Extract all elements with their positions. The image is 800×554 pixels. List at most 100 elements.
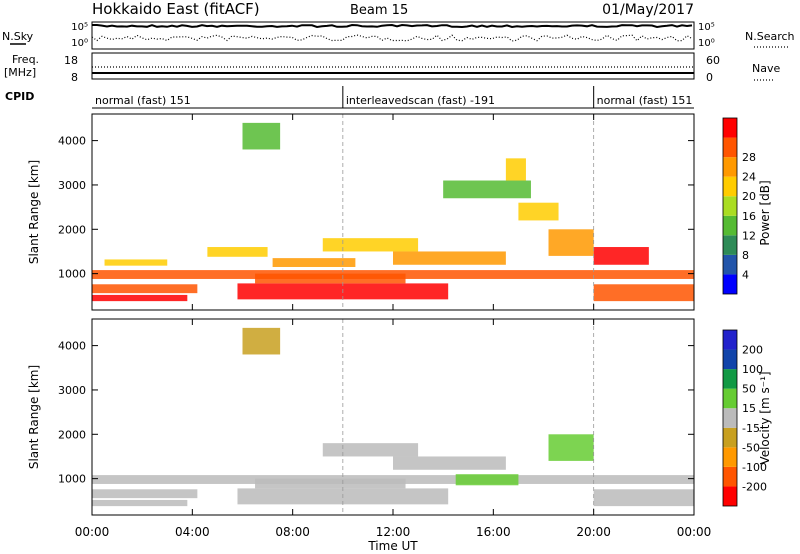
y-tick-label: 1000 xyxy=(58,268,86,281)
colorbar-swatch xyxy=(723,235,737,255)
x-tick-label: 16:00 xyxy=(476,525,511,539)
heatmap-cell xyxy=(104,259,168,266)
x-axis-label: Time UT xyxy=(367,539,418,553)
nsearch-label: N.Search xyxy=(745,30,795,43)
heatmap-cell xyxy=(548,434,594,461)
colorbar-tick-label: 12 xyxy=(742,229,756,242)
heatmap-cell xyxy=(393,456,506,470)
colorbar-tick-label: 16 xyxy=(742,210,756,223)
velocity-heatmap xyxy=(92,319,694,515)
heatmap-cell xyxy=(455,474,519,486)
colorbar-swatch xyxy=(723,176,737,197)
colorbar-tick-label: 4 xyxy=(742,268,749,281)
y-tick-label: 4000 xyxy=(58,340,86,353)
heatmap-cell xyxy=(242,122,281,150)
nsky-tick-low: 10⁰ xyxy=(71,38,88,49)
heatmap-cell xyxy=(322,443,419,457)
nave-tick-low: 0 xyxy=(706,71,713,84)
heatmap-cell xyxy=(255,273,406,284)
y-tick-label: 2000 xyxy=(58,428,86,441)
heatmap-cell xyxy=(92,284,198,294)
colorbar-swatch xyxy=(723,427,737,448)
colorbar-swatch xyxy=(723,215,737,236)
colorbar-frame xyxy=(722,117,738,295)
colorbar-swatch xyxy=(723,408,737,428)
freq-unit: [MHz] xyxy=(4,66,36,79)
colorbar-swatch xyxy=(723,369,737,389)
power-y-ticks: 1000 2000 3000 4000 xyxy=(58,135,694,281)
colorbar-swatch xyxy=(723,466,737,487)
heatmap-cell xyxy=(593,247,649,265)
colorbar-swatch xyxy=(723,196,737,216)
power-colorbar: 4 8 12 16 20 24 28 xyxy=(722,117,756,295)
heatmap-cell xyxy=(593,489,694,507)
colorbar-swatch xyxy=(723,274,737,294)
colorbar-swatch xyxy=(723,330,737,350)
velocity-y-ticks: 1000 2000 3000 4000 xyxy=(58,340,694,486)
colorbar-tick-label: 8 xyxy=(742,249,749,262)
cpid-segments: normal (fast) 151 interleavedscan (fast) … xyxy=(95,86,692,108)
heatmap-cell xyxy=(322,238,419,252)
y-tick-label: 2000 xyxy=(58,223,86,236)
heatmap-cell xyxy=(242,327,281,355)
cpid-segment-label: interleavedscan (fast) -191 xyxy=(346,94,495,107)
heatmap-cell xyxy=(207,247,268,257)
x-tick-label: 08:00 xyxy=(275,525,310,539)
colorbar-swatch xyxy=(723,388,737,409)
freq-panel xyxy=(91,52,695,80)
colorbar-tick-label: 100 xyxy=(742,363,763,376)
nsearch-tick-low: 10⁰ xyxy=(698,38,715,49)
heatmap-cell xyxy=(443,180,531,199)
colorbar-tick-label: 15 xyxy=(742,402,756,415)
x-tick-label: 00:00 xyxy=(75,525,110,539)
power-heatmap xyxy=(92,114,694,310)
velocity-y-axis-label: Slant Range [km] xyxy=(27,365,41,469)
power-y-axis-label: Slant Range [km] xyxy=(27,160,41,264)
time-x-ticks: 00:00 04:00 08:00 12:00 16:00 20:00 00:00 xyxy=(75,114,712,539)
heatmap-cell xyxy=(393,251,506,265)
beam-label: Beam 15 xyxy=(350,3,408,18)
heatmap-cell xyxy=(92,499,188,507)
colorbar-tick-label: 20 xyxy=(742,190,756,203)
y-tick-label: 3000 xyxy=(58,384,86,397)
heatmap-cell xyxy=(92,489,198,499)
colorbar-frame xyxy=(722,329,738,507)
nsearch-tick-high: 10⁵ xyxy=(698,22,715,33)
nave-label: Nave xyxy=(752,62,780,75)
colorbar-swatch xyxy=(723,137,737,158)
colorbar-tick-label: -50 xyxy=(742,441,760,454)
freq-label: Freq. xyxy=(12,53,39,66)
heatmap-cell xyxy=(272,258,356,267)
power-colorbar-label: Power [dB] xyxy=(758,180,772,245)
colorbar-swatch xyxy=(723,254,737,275)
cpid-segment-label: normal (fast) 151 xyxy=(95,94,191,107)
heatmap-cell xyxy=(505,158,526,181)
colorbar-swatch xyxy=(723,118,737,138)
nsky-tick-high: 10⁵ xyxy=(71,22,88,33)
colorbar-tick-label: 200 xyxy=(742,344,763,357)
radar-title: Hokkaido East (fitACF) xyxy=(92,0,260,18)
cpid-label: CPID xyxy=(5,90,34,103)
colorbar-tick-label: 50 xyxy=(742,383,756,396)
cpid-segment-label: normal (fast) 151 xyxy=(597,94,693,107)
nsky-panel xyxy=(91,21,695,50)
x-tick-label: 00:00 xyxy=(677,525,712,539)
heatmap-cell xyxy=(255,478,406,489)
colorbar-tick-label: 24 xyxy=(742,171,756,184)
heatmap-cell xyxy=(92,294,188,302)
y-tick-label: 4000 xyxy=(58,135,86,148)
colorbar-tick-label: 28 xyxy=(742,151,756,164)
nsky-trace xyxy=(91,23,693,42)
x-tick-label: 04:00 xyxy=(175,525,210,539)
nsky-label: N.Sky xyxy=(2,30,34,43)
velocity-colorbar-label: Velocity [m s⁻¹] xyxy=(758,371,772,464)
colorbar-swatch xyxy=(723,486,737,506)
y-tick-label: 1000 xyxy=(58,473,86,486)
colorbar-tick-label: -200 xyxy=(742,480,767,493)
colorbar-tick-label: -15 xyxy=(742,422,760,435)
x-tick-label: 12:00 xyxy=(376,525,411,539)
heatmap-cell xyxy=(548,229,594,256)
nave-tick-high: 60 xyxy=(706,54,720,67)
x-tick-label: 20:00 xyxy=(576,525,611,539)
